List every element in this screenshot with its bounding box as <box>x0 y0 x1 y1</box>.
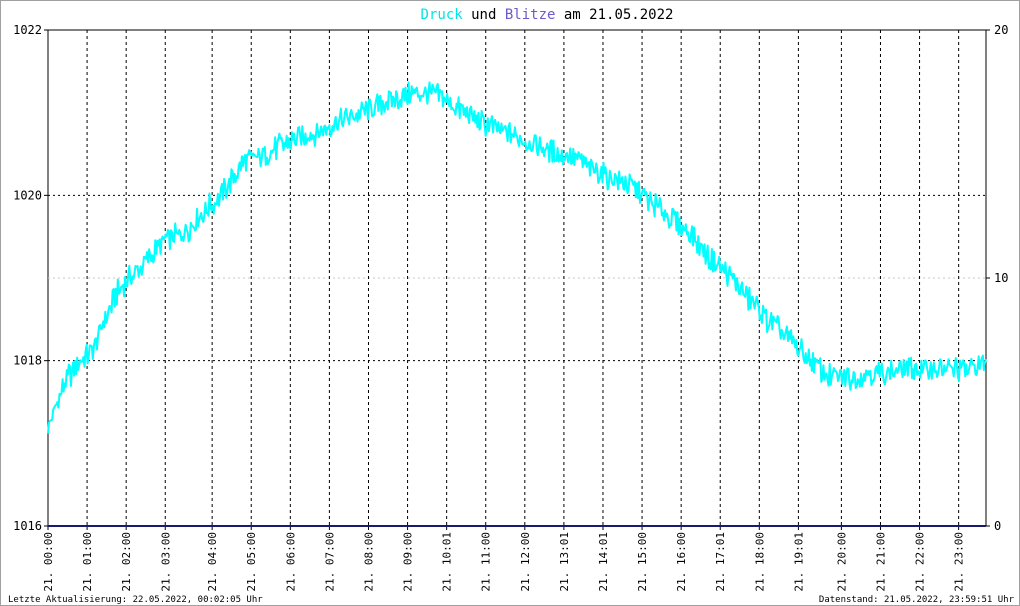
y-right-tick-label: 0 <box>994 519 1001 533</box>
title-blitze: Blitze <box>505 7 556 23</box>
y-left-tick-label: 1020 <box>13 188 42 202</box>
x-tick-label: 21. 01:00 <box>81 532 94 592</box>
x-tick-label: 21. 08:00 <box>362 532 375 592</box>
y-right-tick-label: 10 <box>994 271 1008 285</box>
x-tick-label: 21. 10:01 <box>441 532 454 592</box>
y-left-tick-label: 1016 <box>13 519 42 533</box>
x-tick-label: 21. 23:00 <box>953 532 966 592</box>
x-tick-label: 21. 07:00 <box>323 532 336 592</box>
x-tick-label: 21. 13:01 <box>558 532 571 592</box>
y-left-tick-label: 1022 <box>13 23 42 37</box>
x-tick-label: 21. 21:00 <box>874 532 887 592</box>
title-druck: Druck <box>421 7 464 23</box>
x-tick-label: 21. 17:01 <box>714 532 727 592</box>
x-tick-label: 21. 05:00 <box>245 532 258 592</box>
x-tick-label: 21. 04:00 <box>206 532 219 592</box>
y-right-tick-label: 20 <box>994 23 1008 37</box>
x-tick-label: 21. 14:01 <box>597 532 610 592</box>
x-tick-label: 21. 22:00 <box>914 532 927 592</box>
y-axis-right: 0 10 20 <box>986 23 1008 533</box>
x-tick-label: 21. 12:00 <box>519 532 532 592</box>
x-axis: 21. 00:00 21. 01:00 21. 02:00 21. 03:00 21. … <box>42 526 966 592</box>
y-left-tick-label: 1018 <box>13 354 42 368</box>
chart-title: Druck und Blitze am 21.05.2022 <box>421 7 674 23</box>
x-tick-label: 21. 09:00 <box>402 532 415 592</box>
title-und: und <box>463 7 505 23</box>
x-tick-label: 21. 15:00 <box>636 532 649 592</box>
x-tick-label: 21. 06:00 <box>284 532 297 592</box>
x-tick-label: 21. 20:00 <box>835 532 848 592</box>
x-tick-label: 21. 02:00 <box>120 532 133 592</box>
x-tick-label: 21. 11:00 <box>480 532 493 592</box>
x-tick-label: 21. 03:00 <box>159 532 172 592</box>
footer-left: Letzte Aktualisierung: 22.05.2022, 00:02… <box>8 595 263 605</box>
series-druck-line <box>47 81 987 434</box>
y-axis-left: 1016 1018 1020 1022 <box>13 23 48 533</box>
grid <box>48 30 986 526</box>
x-tick-label: 21. 00:00 <box>42 532 55 592</box>
series-layer <box>47 81 987 527</box>
footer-right: Datenstand: 21.05.2022, 23:59:51 Uhr <box>819 595 1015 605</box>
title-date: am 21.05.2022 <box>555 7 673 23</box>
x-tick-label: 21. 19:01 <box>792 532 805 592</box>
x-tick-label: 21. 18:00 <box>753 532 766 592</box>
x-tick-label: 21. 16:00 <box>675 532 688 592</box>
